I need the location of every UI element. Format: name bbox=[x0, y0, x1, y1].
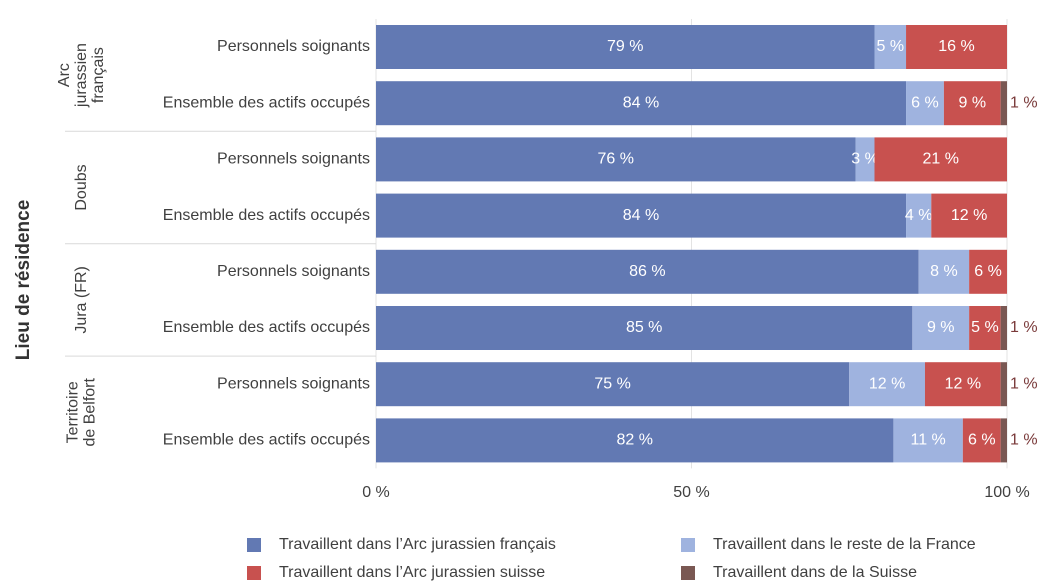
data-label: 1 % bbox=[1010, 94, 1038, 111]
data-label: 6 % bbox=[968, 432, 996, 449]
bar-segment bbox=[1000, 81, 1007, 126]
y-tick-label: Personnels soignants bbox=[217, 263, 370, 280]
legend-label: Travaillent dans de la Suisse bbox=[713, 564, 917, 581]
data-label: 9 % bbox=[927, 319, 955, 336]
data-label: 84 % bbox=[623, 207, 659, 224]
bar-segment bbox=[969, 249, 1007, 294]
bar-segment bbox=[1000, 362, 1007, 407]
data-label: 82 % bbox=[616, 432, 652, 449]
bar-segment bbox=[376, 362, 850, 407]
bar-segment bbox=[849, 362, 925, 407]
bar-segment bbox=[918, 249, 970, 294]
y-tick-label: Ensemble des actifs occupés bbox=[163, 432, 370, 449]
bar-segment bbox=[931, 193, 1007, 238]
group-label-line: Territoire bbox=[65, 381, 82, 443]
data-label: 1 % bbox=[1010, 432, 1038, 449]
bar-segment bbox=[1000, 306, 1007, 350]
legend-label: Travaillent dans le reste de la France bbox=[713, 536, 976, 553]
bar-segment bbox=[376, 249, 919, 294]
data-label: 12 % bbox=[951, 207, 987, 224]
bar-segment bbox=[376, 193, 907, 238]
bar-segment bbox=[874, 25, 907, 69]
group-label: Jura (FR) bbox=[73, 266, 90, 334]
y-tick-label: Ensemble des actifs occupés bbox=[163, 94, 370, 111]
y-tick-label: Personnels soignants bbox=[217, 151, 370, 168]
y-tick-label: Ensemble des actifs occupés bbox=[163, 319, 370, 336]
data-label: 3 % bbox=[851, 151, 879, 168]
data-label: 85 % bbox=[626, 319, 662, 336]
legend-swatch bbox=[681, 538, 695, 552]
group-label-line: jurassien bbox=[73, 43, 90, 108]
data-label: 5 % bbox=[971, 319, 999, 336]
data-label: 12 % bbox=[869, 375, 905, 392]
group-label-line: Jura (FR) bbox=[73, 266, 90, 334]
group-label-line: Doubs bbox=[73, 164, 90, 210]
data-label: 1 % bbox=[1010, 375, 1038, 392]
group-label-line: Arc bbox=[56, 63, 73, 87]
data-label: 11 % bbox=[910, 432, 945, 449]
data-label: 79 % bbox=[607, 38, 643, 55]
group-label-line: français bbox=[90, 47, 107, 103]
bar-segment bbox=[906, 193, 932, 238]
y-tick-label: Personnels soignants bbox=[217, 375, 370, 392]
bar-segment bbox=[943, 81, 1001, 126]
data-label: 76 % bbox=[598, 151, 634, 168]
bar-segment bbox=[376, 25, 875, 69]
legend-label: Travaillent dans l’Arc jurassien suisse bbox=[279, 564, 545, 581]
x-tick-label: 100 % bbox=[984, 484, 1029, 501]
bar-segment bbox=[906, 81, 944, 126]
bar-segment bbox=[962, 418, 1001, 463]
legend-swatch bbox=[247, 566, 261, 580]
group-label: Territoirede Belfort bbox=[65, 378, 99, 447]
data-label: 6 % bbox=[974, 263, 1002, 280]
legend-swatch bbox=[247, 538, 261, 552]
bar-segment bbox=[376, 418, 894, 463]
bar-segment bbox=[969, 306, 1001, 350]
data-label: 21 % bbox=[923, 151, 959, 168]
data-label: 8 % bbox=[930, 263, 958, 280]
data-label: 12 % bbox=[945, 375, 981, 392]
bar-segment bbox=[376, 81, 907, 126]
group-label: Arcjurassienfrançais bbox=[56, 43, 107, 108]
data-label: 9 % bbox=[959, 94, 987, 111]
data-label: 1 % bbox=[1010, 319, 1038, 336]
data-label: 75 % bbox=[594, 375, 630, 392]
data-label: 6 % bbox=[911, 94, 939, 111]
data-label: 16 % bbox=[938, 38, 974, 55]
data-label: 4 % bbox=[905, 207, 933, 224]
data-label: 86 % bbox=[629, 263, 665, 280]
group-label: Doubs bbox=[73, 164, 90, 210]
y-axis-title: Lieu de résidence bbox=[13, 200, 34, 361]
bar-segment bbox=[912, 306, 970, 350]
group-label-line: de Belfort bbox=[82, 378, 99, 447]
data-label: 84 % bbox=[623, 94, 659, 111]
legend-label: Travaillent dans l’Arc jurassien françai… bbox=[279, 536, 556, 553]
bar-segment bbox=[874, 137, 1007, 182]
bar-segment bbox=[376, 306, 913, 350]
x-tick-label: 0 % bbox=[362, 484, 390, 501]
y-tick-label: Ensemble des actifs occupés bbox=[163, 207, 370, 224]
bar-segment bbox=[376, 137, 856, 182]
bar-segment bbox=[1000, 418, 1007, 463]
data-label: 5 % bbox=[876, 38, 904, 55]
bar-segment bbox=[906, 25, 1007, 69]
legend-swatch bbox=[681, 566, 695, 580]
bar-segment bbox=[855, 137, 875, 182]
x-tick-label: 50 % bbox=[673, 484, 709, 501]
bar-segment bbox=[924, 362, 1001, 407]
bar-segment bbox=[893, 418, 963, 463]
y-tick-label: Personnels soignants bbox=[217, 38, 370, 55]
